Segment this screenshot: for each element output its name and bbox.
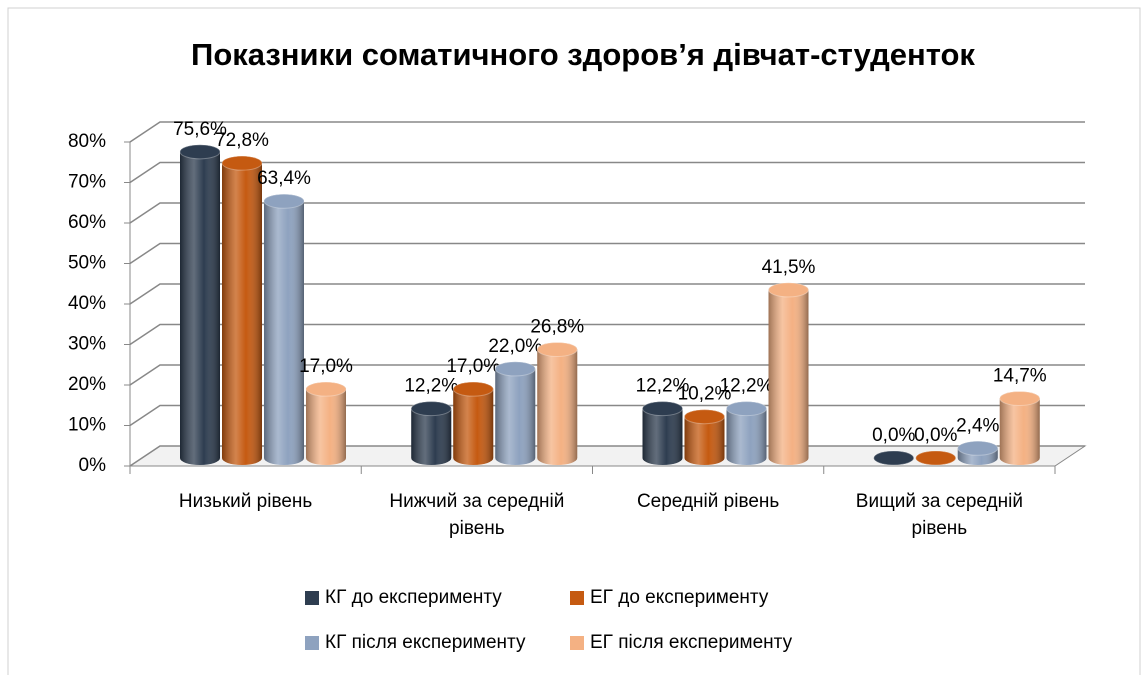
value-label: 12,2% [636, 376, 690, 397]
value-label: 63,4% [257, 168, 311, 189]
legend-label: КГ після експерименту [325, 632, 526, 653]
x-tick-label: Низький рівень [178, 491, 313, 512]
bar-shade [306, 382, 346, 465]
bar-shade [726, 401, 767, 465]
y-tick-label: 50% [68, 253, 106, 274]
x-tick-label: Середній рівень [636, 491, 780, 512]
bar-top [999, 390, 1041, 406]
bar-shade [999, 391, 1040, 465]
y-tick-label: 60% [68, 212, 106, 233]
grid-line [129, 121, 1085, 143]
legend-label: ЕГ після експерименту [590, 632, 793, 653]
bar-top [915, 450, 957, 466]
value-label: 41,5% [762, 257, 816, 278]
bar-top [536, 341, 578, 357]
value-label: 26,8% [530, 316, 584, 337]
grid-line [129, 161, 1085, 184]
bar-shade [180, 144, 220, 466]
grid-line [129, 283, 1085, 305]
bar-top [684, 409, 725, 425]
bar-shade [642, 401, 683, 465]
bar-shade [453, 382, 494, 465]
value-label: 2,4% [956, 415, 999, 436]
legend-swatch [305, 636, 319, 650]
legend-swatch [570, 636, 584, 650]
value-label: 0,0% [914, 425, 957, 446]
y-tick-label: 20% [68, 374, 106, 395]
chart-frame [7, 7, 1141, 675]
legend-swatch [305, 591, 319, 605]
bar-top [873, 450, 915, 466]
bar-top [452, 381, 494, 397]
bar-top [305, 381, 347, 397]
bar-top [726, 401, 767, 417]
chart-title: Показники соматичного здоров’я дівчат-ст… [191, 37, 975, 72]
value-label: 22,0% [488, 336, 542, 357]
value-label: 72,8% [215, 130, 269, 151]
bar-shade [222, 156, 262, 465]
value-label: 12,2% [720, 376, 774, 397]
x-tick-label: Нижчий за середній рівень [389, 491, 565, 539]
value-label: 75,6% [173, 119, 227, 140]
bar-shade [768, 282, 809, 465]
grid-line [129, 202, 1085, 224]
value-label: 0,0% [872, 425, 915, 446]
bar-top [642, 401, 683, 417]
y-tick-label: 40% [68, 293, 106, 314]
grid-line [129, 242, 1085, 265]
bar-shade [411, 401, 452, 465]
value-label: 10,2% [678, 384, 732, 405]
bar-top [179, 144, 221, 160]
legend-label: ЕГ до експерименту [590, 587, 769, 608]
bar-top [494, 361, 536, 377]
value-label: 12,2% [404, 376, 458, 397]
y-tick-label: 70% [68, 172, 106, 193]
bar-shade [495, 361, 536, 465]
bar-shade [684, 409, 725, 465]
x-tick-label: Вищий за середній рівень [855, 491, 1023, 539]
legend-label: КГ до експерименту [325, 587, 502, 608]
y-tick-label: 30% [68, 334, 106, 355]
bar-top [221, 155, 263, 171]
value-label: 17,0% [299, 356, 353, 377]
bar-shade [537, 342, 578, 465]
bar-top [957, 440, 999, 456]
legend-swatch [570, 591, 584, 605]
y-tick-label: 10% [68, 415, 106, 436]
bar-top [410, 401, 452, 417]
y-tick-label: 80% [68, 131, 106, 152]
bar-top [263, 193, 305, 209]
value-label: 17,0% [446, 356, 500, 377]
bar-top [768, 282, 809, 298]
bar-shade [264, 194, 304, 466]
y-tick-label: 0% [79, 455, 107, 476]
value-label: 14,7% [993, 365, 1047, 386]
